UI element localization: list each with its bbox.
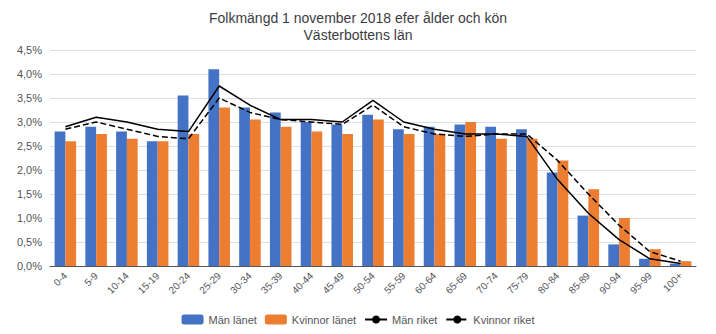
svg-text:95-99: 95-99 (628, 270, 654, 296)
svg-text:0,0%: 0,0% (17, 260, 42, 272)
svg-text:2,0%: 2,0% (17, 164, 42, 176)
svg-text:45-49: 45-49 (320, 270, 346, 296)
svg-text:10-14: 10-14 (105, 270, 131, 296)
svg-text:75-79: 75-79 (505, 270, 531, 296)
svg-text:65-69: 65-69 (443, 270, 469, 296)
svg-text:85-89: 85-89 (566, 270, 592, 296)
svg-text:25-29: 25-29 (197, 270, 223, 296)
svg-text:1,5%: 1,5% (17, 188, 42, 200)
svg-text:5-9: 5-9 (82, 270, 100, 288)
svg-text:Kvinnor länet: Kvinnor länet (292, 314, 356, 326)
svg-text:55-59: 55-59 (382, 270, 408, 296)
svg-text:15-19: 15-19 (136, 270, 162, 296)
svg-text:4,5%: 4,5% (17, 44, 42, 56)
svg-text:1,0%: 1,0% (17, 212, 42, 224)
svg-text:30-34: 30-34 (228, 270, 254, 296)
svg-text:60-64: 60-64 (413, 270, 439, 296)
svg-text:80-84: 80-84 (536, 270, 562, 296)
svg-text:35-39: 35-39 (259, 270, 285, 296)
svg-text:0,5%: 0,5% (17, 236, 42, 248)
svg-text:Västerbottens län: Västerbottens län (304, 27, 413, 43)
svg-text:0-4: 0-4 (51, 270, 69, 288)
svg-text:Kvinnor riket: Kvinnor riket (473, 314, 534, 326)
svg-text:90-94: 90-94 (597, 270, 623, 296)
svg-text:50-54: 50-54 (351, 270, 377, 296)
svg-text:40-44: 40-44 (290, 270, 316, 296)
svg-text:3,0%: 3,0% (17, 116, 42, 128)
svg-text:2,5%: 2,5% (17, 140, 42, 152)
svg-text:20-24: 20-24 (166, 270, 192, 296)
svg-text:3,5%: 3,5% (17, 92, 42, 104)
svg-text:Män länet: Män länet (209, 314, 257, 326)
svg-text:4,0%: 4,0% (17, 68, 42, 80)
svg-text:Män riket: Män riket (392, 314, 437, 326)
svg-text:100+: 100+ (661, 270, 685, 294)
svg-text:Folkmängd 1 november 2018 efer: Folkmängd 1 november 2018 efer ålder och… (209, 10, 507, 26)
svg-text:70-74: 70-74 (474, 270, 500, 296)
